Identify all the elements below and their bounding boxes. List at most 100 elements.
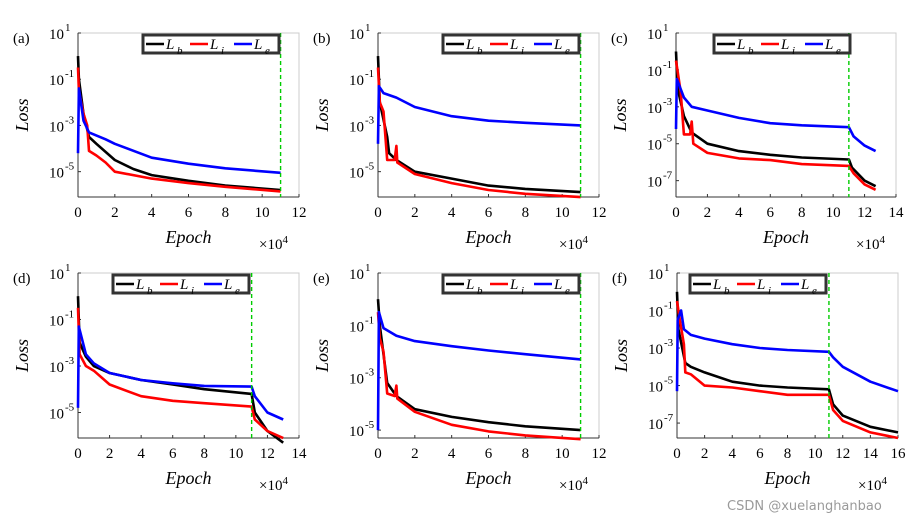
y-tick-exponent: -3 bbox=[365, 367, 375, 379]
x-tick-label: 8 bbox=[522, 205, 530, 221]
x-tick-label: 10 bbox=[255, 205, 270, 221]
series-line-Li bbox=[376, 312, 581, 441]
legend-label-subscript: i bbox=[768, 285, 771, 297]
y-tick-exponent: -5 bbox=[663, 133, 673, 145]
y-tick-exponent: -3 bbox=[663, 96, 673, 108]
watermark: CSDN @xuelanghanbao bbox=[727, 499, 882, 514]
y-tick-label: 10 bbox=[49, 27, 64, 43]
x-tick-label: 4 bbox=[148, 205, 156, 221]
x-tick-label: 12 bbox=[835, 446, 850, 462]
x-multiplier: ×104 bbox=[858, 475, 887, 494]
legend-label: L bbox=[465, 277, 474, 293]
y-tick-label: 10 bbox=[49, 267, 64, 283]
x-tick-label: 2 bbox=[106, 446, 114, 462]
legend-label-subscript: b bbox=[724, 285, 730, 297]
x-tick-label: 14 bbox=[863, 446, 879, 462]
x-tick-label: 10 bbox=[228, 446, 243, 462]
y-tick-exponent: -1 bbox=[365, 314, 374, 326]
x-tick-label: 16 bbox=[891, 446, 907, 462]
y-tick-label: 10 bbox=[49, 406, 64, 422]
series-line-Lb bbox=[76, 296, 284, 444]
y-tick-label: 10 bbox=[647, 64, 662, 80]
series-line-Li bbox=[76, 67, 281, 193]
axes-box bbox=[676, 272, 899, 439]
x-axis-label: Epoch bbox=[165, 468, 212, 488]
y-tick-label: 10 bbox=[49, 313, 64, 329]
y-tick-label: 10 bbox=[349, 73, 364, 89]
legend-label: L bbox=[800, 277, 809, 293]
x-tick-label: 6 bbox=[485, 446, 493, 462]
x-tick-label: 6 bbox=[185, 205, 193, 221]
legend-label-subscript: i bbox=[521, 45, 524, 57]
y-tick-exponent: -7 bbox=[664, 412, 674, 424]
y-tick-label: 10 bbox=[349, 267, 364, 283]
x-tick-label: 12 bbox=[592, 205, 607, 221]
y-tick-label: 10 bbox=[648, 267, 663, 283]
series-line-Li bbox=[674, 60, 877, 191]
x-tick-label: 12 bbox=[260, 446, 275, 462]
x-tick-label: 8 bbox=[522, 446, 530, 462]
legend-box bbox=[688, 273, 828, 295]
x-tick-label: 10 bbox=[555, 205, 570, 221]
y-tick-exponent: 1 bbox=[365, 262, 371, 274]
y-tick-label: 10 bbox=[49, 73, 64, 89]
x-axis-label: Epoch bbox=[465, 468, 512, 488]
y-tick-exponent: 1 bbox=[65, 22, 71, 34]
legend-label-subscript: e bbox=[265, 45, 270, 57]
x-tick-label: 10 bbox=[826, 205, 841, 221]
series-line-Li bbox=[675, 300, 899, 440]
y-tick-label: 10 bbox=[349, 119, 364, 135]
legend-label: L bbox=[553, 37, 562, 53]
x-tick-label: 14 bbox=[889, 205, 905, 221]
panel-label: (c) bbox=[611, 31, 628, 47]
y-tick-label: 10 bbox=[647, 101, 662, 117]
x-tick-label: 10 bbox=[555, 446, 570, 462]
y-tick-label: 10 bbox=[647, 175, 662, 191]
legend-label: L bbox=[509, 37, 518, 53]
legend-box bbox=[441, 273, 581, 295]
y-tick-exponent: -1 bbox=[664, 300, 673, 312]
series-line-Lb bbox=[376, 299, 581, 432]
legend-label: L bbox=[465, 37, 474, 53]
x-tick-label: 0 bbox=[74, 446, 82, 462]
x-axis-label: Epoch bbox=[762, 227, 809, 247]
series-line-Le bbox=[76, 325, 284, 421]
legend-label: L bbox=[712, 277, 721, 293]
legend-label: L bbox=[509, 277, 518, 293]
x-tick-label: 12 bbox=[592, 446, 607, 462]
x-tick-label: 2 bbox=[704, 205, 712, 221]
legend-label-subscript: e bbox=[836, 45, 841, 57]
x-tick-label: 2 bbox=[411, 205, 419, 221]
legend-label-subscript: b bbox=[477, 285, 483, 297]
x-tick-label: 2 bbox=[111, 205, 119, 221]
y-tick-exponent: 1 bbox=[664, 262, 670, 274]
y-tick-exponent: -7 bbox=[663, 170, 673, 182]
y-axis-label: Loss bbox=[12, 339, 32, 373]
x-tick-label: 4 bbox=[735, 205, 743, 221]
series-line-Li bbox=[76, 307, 284, 440]
y-tick-label: 10 bbox=[647, 27, 662, 43]
y-tick-exponent: -5 bbox=[365, 161, 375, 173]
x-multiplier-exponent: 4 bbox=[582, 234, 588, 246]
y-tick-label: 10 bbox=[648, 305, 663, 321]
legend-label: L bbox=[756, 277, 765, 293]
panel-label: (a) bbox=[13, 31, 30, 47]
x-tick-label: 4 bbox=[729, 446, 737, 462]
y-tick-exponent: -5 bbox=[65, 401, 75, 413]
y-tick-exponent: 1 bbox=[365, 22, 371, 34]
series-line-Li bbox=[376, 67, 581, 199]
x-tick-label: 0 bbox=[74, 205, 82, 221]
legend-label: L bbox=[824, 37, 833, 53]
x-axis-label: Epoch bbox=[764, 468, 811, 488]
y-axis-label: Loss bbox=[312, 339, 332, 373]
legend-label: L bbox=[179, 277, 188, 293]
y-tick-exponent: -1 bbox=[663, 59, 672, 71]
series-line-Le bbox=[376, 84, 581, 144]
